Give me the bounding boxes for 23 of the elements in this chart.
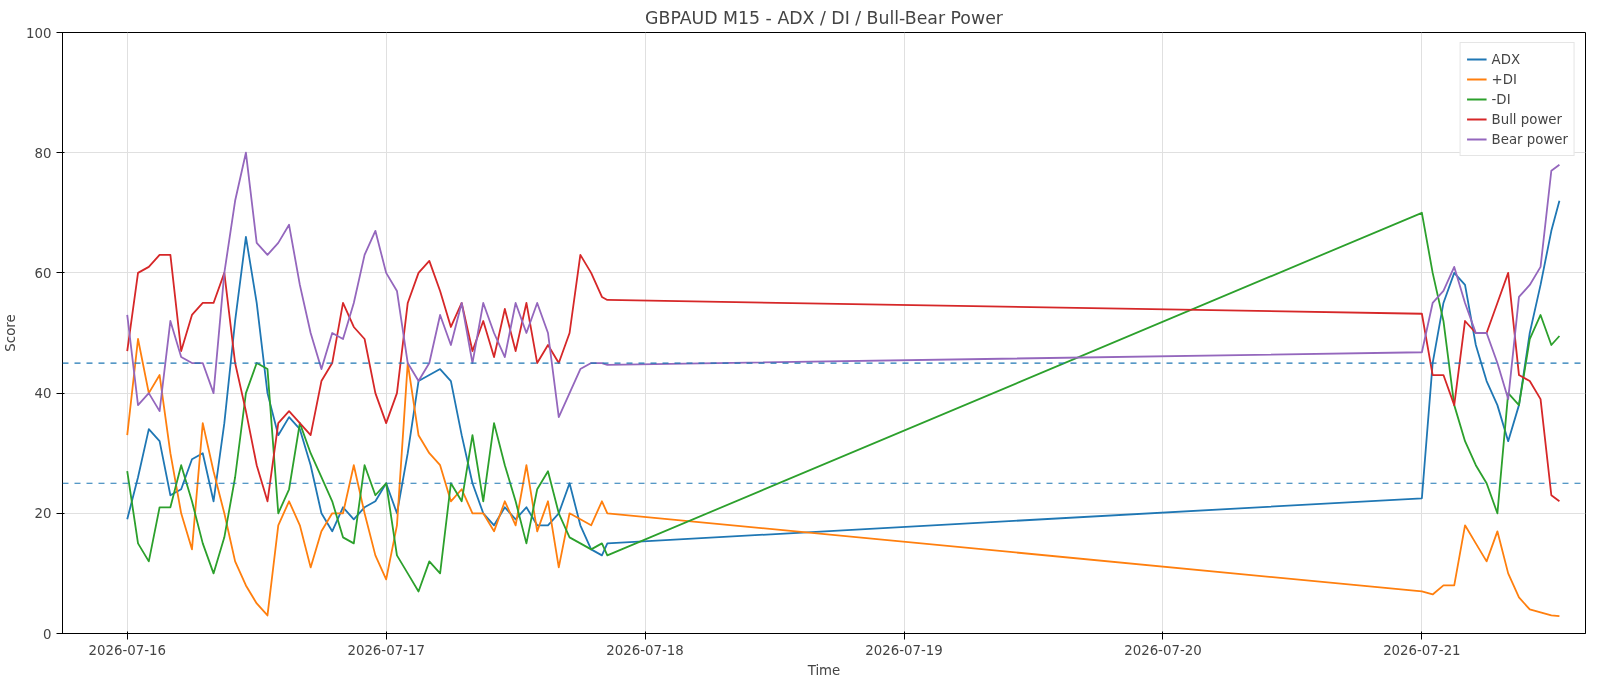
y-axis-title: Score xyxy=(3,314,19,352)
line-series xyxy=(126,151,1561,419)
y-tick-label: 80 xyxy=(34,145,52,161)
chart-title: GBPAUD M15 - ADX / DI / Bull-Bear Power xyxy=(645,7,1004,28)
x-tick-label: 2026-07-18 xyxy=(606,642,684,658)
y-tick-label: 100 xyxy=(26,25,52,41)
y-tick-label: 0 xyxy=(43,626,52,642)
legend-label: Bull power xyxy=(1491,111,1562,127)
x-tick-label: 2026-07-20 xyxy=(1124,642,1202,658)
line-series xyxy=(126,338,1561,617)
x-axis-title: Time xyxy=(806,662,841,678)
y-tick-label: 60 xyxy=(34,265,52,281)
legend-label: Bear power xyxy=(1491,131,1568,147)
x-tick-label: 2026-07-17 xyxy=(347,642,425,658)
legend-label: ADX xyxy=(1491,51,1521,67)
x-tick-label: 2026-07-21 xyxy=(1383,642,1461,658)
x-tick-label: 2026-07-16 xyxy=(88,642,166,658)
x-tick-label: 2026-07-19 xyxy=(865,642,943,658)
line-series xyxy=(126,253,1561,503)
y-tick-label: 40 xyxy=(34,386,52,402)
legend-label: -DI xyxy=(1491,91,1512,107)
legend-label: +DI xyxy=(1491,71,1517,87)
y-tick-label: 20 xyxy=(34,506,52,522)
